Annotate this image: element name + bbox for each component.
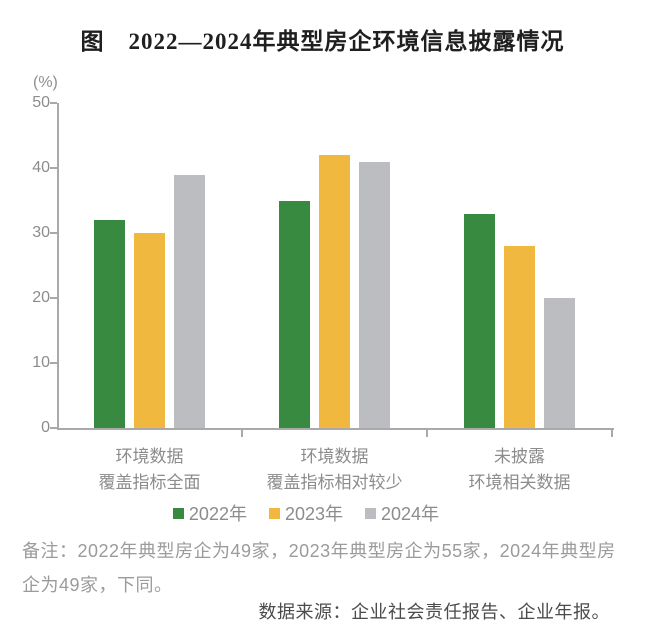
bar-group xyxy=(94,174,205,428)
y-axis-tick-label: 50 xyxy=(32,94,50,111)
x-axis-category-label: 环境数据 覆盖指标全面 xyxy=(98,447,201,492)
y-axis-unit-label: (%) xyxy=(33,74,58,91)
y-axis xyxy=(57,103,59,430)
legend-item: 2024年 xyxy=(365,500,439,526)
data-source: 数据来源：企业社会责任报告、企业年报。 xyxy=(258,602,610,622)
chart-note: 备注：2022年典型房企为49家，2023年典型房企为55家，2024年典型房企… xyxy=(22,541,616,595)
bar-2022年-环境数据 xyxy=(279,200,310,428)
x-axis-category-label: 未披露 环境相关数据 xyxy=(468,447,571,492)
legend-label: 2024年 xyxy=(381,504,440,524)
bar-2022年-未披露 xyxy=(464,213,495,428)
y-axis-tick-label: 0 xyxy=(41,419,50,436)
bar-group xyxy=(279,155,390,428)
bar-2024年-环境数据 xyxy=(359,161,390,428)
bar-2022年-环境数据 xyxy=(94,220,125,428)
x-axis xyxy=(57,428,614,430)
y-axis-tick-mark xyxy=(50,102,57,104)
y-axis-tick-mark xyxy=(50,297,57,299)
y-axis-tick-label: 40 xyxy=(32,159,50,176)
legend-label: 2023年 xyxy=(284,504,344,524)
legend-swatch xyxy=(172,507,184,519)
bar-2024年-未披露 xyxy=(544,298,575,428)
legend-label: 2022年 xyxy=(188,504,247,524)
y-axis-tick-mark xyxy=(50,232,57,234)
y-axis-tick-mark xyxy=(50,427,57,429)
bar-2023年-未披露 xyxy=(504,246,535,428)
legend-item: 2023年 xyxy=(268,500,344,526)
y-axis-tick-mark xyxy=(50,362,57,364)
bar-2024年-环境数据 xyxy=(174,174,205,428)
bar-2023年-环境数据 xyxy=(319,155,350,428)
bar-2023年-环境数据 xyxy=(134,233,165,428)
x-axis-tick-mark xyxy=(241,428,243,437)
legend: 2022年 2023年 2024年 xyxy=(0,500,612,526)
x-axis-tick-mark xyxy=(426,428,428,437)
x-axis-category-label: 环境数据 覆盖指标相对较少 xyxy=(266,447,403,492)
x-axis-tick-mark xyxy=(611,428,613,437)
bar-group xyxy=(464,213,575,428)
y-axis-tick-mark xyxy=(50,167,57,169)
legend-swatch xyxy=(268,507,280,519)
y-axis-tick-label: 10 xyxy=(32,354,50,371)
y-axis-tick-label: 20 xyxy=(32,289,50,306)
y-axis-tick-label: 30 xyxy=(32,224,50,241)
legend-item: 2022年 xyxy=(172,500,247,526)
legend-swatch xyxy=(365,507,377,519)
chart-title: 图 2022—2024年典型房企环境信息披露情况 xyxy=(80,29,565,54)
